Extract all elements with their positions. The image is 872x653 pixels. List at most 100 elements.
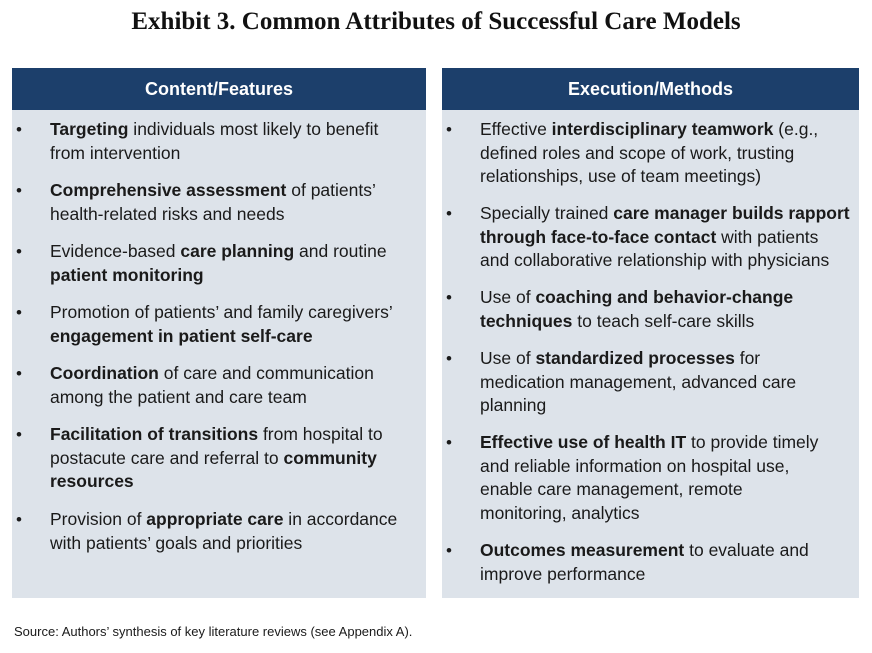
content-feature-item-line: Evidence-based care planning and routine <box>50 240 420 264</box>
bold-text: appropriate care <box>146 509 284 529</box>
execution-method-item-line: defined roles and scope of work, trustin… <box>480 142 855 166</box>
bullet-icon: • <box>16 303 22 322</box>
bullet-icon: • <box>446 204 452 223</box>
bullet-icon: • <box>446 433 452 452</box>
text-run: and reliable information on hospital use… <box>480 455 790 476</box>
text-run: from hospital to <box>258 424 383 444</box>
execution-method-item-line: medication management, advanced care <box>480 371 855 395</box>
content-feature-item-line: postacute care and referral to community <box>50 447 420 471</box>
bullet-icon: • <box>446 349 452 368</box>
bold-text: Effective use of health IT <box>480 432 687 452</box>
execution-method-item-line: Use of coaching and behavior-change <box>480 286 855 310</box>
bold-text: techniques <box>480 310 573 331</box>
bullet-icon: • <box>16 425 22 444</box>
bold-text: Outcomes measurement <box>480 540 685 560</box>
bullet-icon: • <box>446 541 452 560</box>
bullet-icon: • <box>16 120 22 139</box>
content-feature-item-line: from intervention <box>50 142 420 166</box>
content-feature-item-line: with patients’ goals and priorities <box>50 532 420 556</box>
text-run: of patients’ <box>286 180 376 200</box>
execution-method-item-line: Specially trained care manager builds ra… <box>480 202 855 226</box>
text-run: postacute care and referral to <box>50 447 284 468</box>
text-run: with patients <box>716 226 819 247</box>
text-run: Use of <box>480 287 536 307</box>
bold-text: standardized processes <box>535 348 735 368</box>
text-run: to evaluate and <box>684 540 809 560</box>
execution-method-item-line: enable care management, remote <box>480 478 855 502</box>
bold-text: care planning <box>180 241 295 261</box>
text-run: to provide timely <box>686 432 819 452</box>
execution-method-item-line: monitoring, analytics <box>480 502 855 526</box>
bold-text: Targeting <box>50 119 129 139</box>
bullet-icon: • <box>16 181 22 200</box>
execution-method-item-line: and reliable information on hospital use… <box>480 455 855 479</box>
execution-method-item-line: Outcomes measurement to evaluate and <box>480 539 855 563</box>
column-header-content-features: Content/Features <box>12 68 426 110</box>
content-feature-item-line: Provision of appropriate care in accorda… <box>50 508 420 532</box>
page-title: Exhibit 3. Common Attributes of Successf… <box>131 8 741 35</box>
content-feature-item-line: resources <box>50 470 420 494</box>
bold-text: resources <box>50 471 134 491</box>
text-run: Effective <box>480 119 552 139</box>
content-feature-item-line: Targeting individuals most likely to ben… <box>50 118 420 142</box>
bullet-icon: • <box>16 364 22 383</box>
text-run: improve performance <box>480 563 646 584</box>
bold-text: Coordination <box>50 363 159 383</box>
text-run: and collaborative relationship with phys… <box>480 250 830 270</box>
content-feature-item-line: among the patient and care team <box>50 386 420 410</box>
execution-method-item-line: through face-to-face contact with patien… <box>480 226 855 250</box>
bold-text: Facilitation of transitions <box>50 424 259 444</box>
column-header-execution-methods: Execution/Methods <box>442 68 859 110</box>
content-features-column: Content/Features • Targeting individuals … <box>12 68 426 598</box>
bold-text: community <box>283 447 377 468</box>
text-run: in accordance <box>283 509 398 529</box>
bullet-icon: • <box>446 288 452 307</box>
content-feature-item-line: patient monitoring <box>50 264 420 288</box>
text-run: health-related risks and needs <box>50 203 285 224</box>
content-feature-item-line: Coordination of care and communication <box>50 362 420 386</box>
bold-text: coaching and behavior-change <box>535 287 794 307</box>
content-feature-item-line: Comprehensive assessment of patients’ <box>50 179 420 203</box>
bold-text: patient monitoring <box>50 264 204 285</box>
text-run: Evidence-based <box>50 241 181 261</box>
execution-method-item-line: Effective use of health IT to provide ti… <box>480 431 855 455</box>
execution-method-item-line: Use of standardized processes for <box>480 347 855 371</box>
bullet-icon: • <box>446 120 452 139</box>
bullet-icon: • <box>16 510 22 529</box>
text-run: and routine <box>294 241 387 261</box>
execution-method-item-line: improve performance <box>480 563 855 587</box>
content-feature-item-line: Facilitation of transitions from hospita… <box>50 423 420 447</box>
text-run: planning <box>480 395 547 415</box>
text-run: Promotion of patients’ and family caregi… <box>50 302 393 322</box>
text-run: with patients’ goals and priorities <box>50 532 303 553</box>
execution-method-item-line: relationships, use of team meetings) <box>480 165 855 189</box>
bold-text: Comprehensive assessment <box>50 180 287 200</box>
text-run: for <box>734 348 761 368</box>
execution-method-item-line: Effective interdisciplinary teamwork (e.… <box>480 118 855 142</box>
text-run: medication management, advanced care <box>480 371 797 392</box>
bold-text: interdisciplinary teamwork <box>551 119 774 139</box>
text-run: from intervention <box>50 142 181 163</box>
execution-method-item-line: techniques to teach self-care skills <box>480 310 855 334</box>
source-note: Source: Authors’ synthesis of key litera… <box>14 624 413 639</box>
execution-method-item-line: planning <box>480 394 855 418</box>
execution-method-item-line: and collaborative relationship with phys… <box>480 249 855 273</box>
text-run: Specially trained <box>480 203 614 223</box>
text-run: relationships, use of team meetings) <box>480 166 762 186</box>
bold-text: engagement in patient self-care <box>50 325 313 346</box>
text-run: defined roles and scope of work, trustin… <box>480 142 795 163</box>
text-run: enable care management, remote <box>480 479 743 499</box>
execution-methods-column: Execution/Methods • Effective interdiscip… <box>442 68 859 598</box>
bold-text: care manager builds rapport <box>613 203 850 223</box>
text-run: individuals most likely to benefit <box>128 119 379 139</box>
text-run: Provision of <box>50 509 147 529</box>
text-run: among the patient and care team <box>50 386 307 407</box>
text-run: (e.g., <box>773 119 819 139</box>
content-feature-item-line: engagement in patient self-care <box>50 325 420 349</box>
bullet-icon: • <box>16 242 22 261</box>
text-run: to teach self-care skills <box>572 310 755 331</box>
content-feature-item-line: Promotion of patients’ and family caregi… <box>50 301 420 325</box>
content-feature-item-line: health-related risks and needs <box>50 203 420 227</box>
text-run: of care and communication <box>158 363 374 383</box>
bold-text: through face-to-face contact <box>480 226 717 247</box>
